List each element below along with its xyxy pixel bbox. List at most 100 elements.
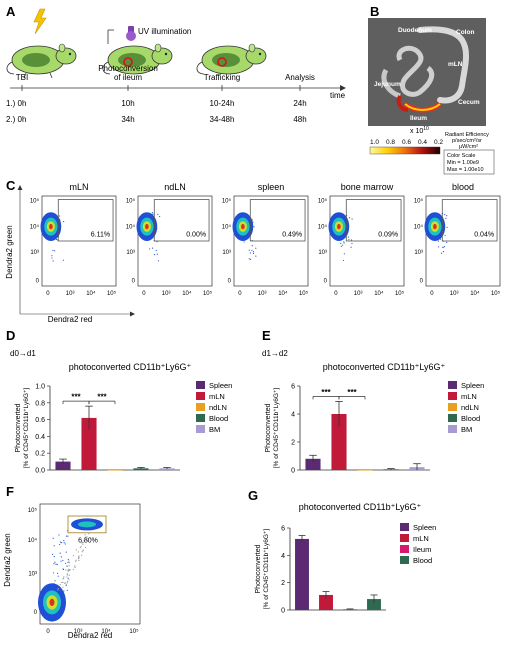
y-tick-label: 4 [291,412,295,419]
event-dot [67,561,69,564]
event-dot [63,577,65,579]
x-tick-label: 10³ [258,291,267,297]
y-tick-label: 0 [281,608,285,615]
timeline-row-label: 2.) [6,115,16,124]
event-dot [342,259,345,262]
x-tick-label: 10⁵ [491,290,501,297]
event-dot [72,555,75,557]
radiant-efficiency-title: Radiant Efficiency [445,132,489,138]
event-dot [248,258,250,260]
event-dot [89,537,91,539]
event-dot [60,560,62,562]
event-dot [61,589,63,591]
organ-label: Cecum [458,99,480,106]
event-dot [350,246,352,248]
event-dot [74,565,76,567]
y-tick-label: 10⁵ [318,198,328,205]
panel-a: A UV illumination [6,4,346,124]
x-tick-label: 10³ [74,629,83,635]
event-dot [249,258,252,260]
organ-label: Jejunum [374,81,401,88]
event-dot [84,546,87,549]
event-dot [68,579,70,581]
event-dot [442,246,444,249]
flow-plot [232,195,309,287]
event-dot [65,551,67,553]
event-dot [251,249,253,251]
gated-population-core [78,521,96,528]
event-dot [79,547,81,549]
color-scale-max: Max = 1.00e10 [447,167,484,173]
event-dot [253,226,255,228]
scale-tick-label: 0.4 [418,139,427,146]
chart-ylabel-2: [% of CD45⁺CD11b⁺Ly6G⁺] [23,388,30,469]
y-tick-label: 10⁴ [414,224,424,231]
bar [331,414,347,470]
color-scale-title: Color Scale [447,153,475,159]
flow-plot-title: spleen [258,182,285,192]
event-dot [342,244,344,246]
organ-label: Duodenum [398,27,432,34]
event-dot [52,260,54,262]
legend-label: ndLN [209,403,227,412]
event-dot [60,542,63,544]
event-dot [343,242,345,244]
panel-d-letter: D [6,328,15,343]
y-tick-label: 10³ [30,250,39,256]
panel-e-letter: E [262,328,271,343]
x-tick-label: 0 [142,291,146,297]
event-dot [53,556,55,558]
event-dot [157,260,160,262]
event-dot [86,536,88,538]
event-dot [63,220,65,223]
legend-label: mLN [413,534,429,543]
event-dot [56,239,59,241]
chart-g: photoconverted CD11b⁺Ly6G⁺ Photoconverted… [255,502,436,615]
gate-percent: 0.04% [474,232,494,239]
chart-subtitle: d1→d2 [262,349,288,358]
bar [319,594,333,610]
x-tick-label: 10⁵ [203,290,213,297]
bar [55,461,71,470]
gate-percent: 0.09% [378,232,398,239]
event-dot [57,589,59,591]
event-dot [77,556,80,558]
y-tick-label: 0 [324,279,328,285]
event-dot [443,246,446,248]
event-dot [252,251,255,253]
bar [107,470,123,471]
event-dot [69,569,71,571]
panel-f-ylabel: Dendra2 green [3,533,12,586]
timeline-time-label: time [330,91,346,100]
significance-label: *** [71,393,81,402]
flow-plot-title: ndLN [164,182,186,192]
event-dot [59,552,61,554]
event-dot [61,581,63,584]
mouse-2-illustration [102,43,173,75]
legend-swatch [196,414,205,422]
event-dot [66,565,68,567]
gate-box [249,199,306,242]
scale-tick-label: 0.8 [386,139,395,146]
x-tick-label: 10⁵ [129,628,139,635]
event-dot [340,242,342,244]
legend-label: Spleen [209,381,232,390]
legend-swatch [448,425,457,433]
event-dot [66,574,68,576]
x-tick-label: 10⁴ [101,628,111,635]
bar [81,417,97,470]
event-dot [59,584,61,586]
x-tick-label: 10³ [450,291,459,297]
density-core [241,223,245,230]
y-tick-label: 10³ [126,250,135,256]
scale-tick-label: 0.6 [402,139,411,146]
legend-swatch [400,545,409,553]
timeline-time-value: 34h [121,115,134,124]
chart-title: photoconverted CD11b⁺Ly6G⁺ [323,362,446,372]
legend-label: Blood [461,414,480,423]
event-dot [74,566,76,569]
timeline-stage-label: Photoconversion [98,64,158,73]
x-tick-label: 10⁴ [374,290,384,297]
scale-exponent: x 1010 [410,126,429,135]
event-dot [52,249,54,252]
